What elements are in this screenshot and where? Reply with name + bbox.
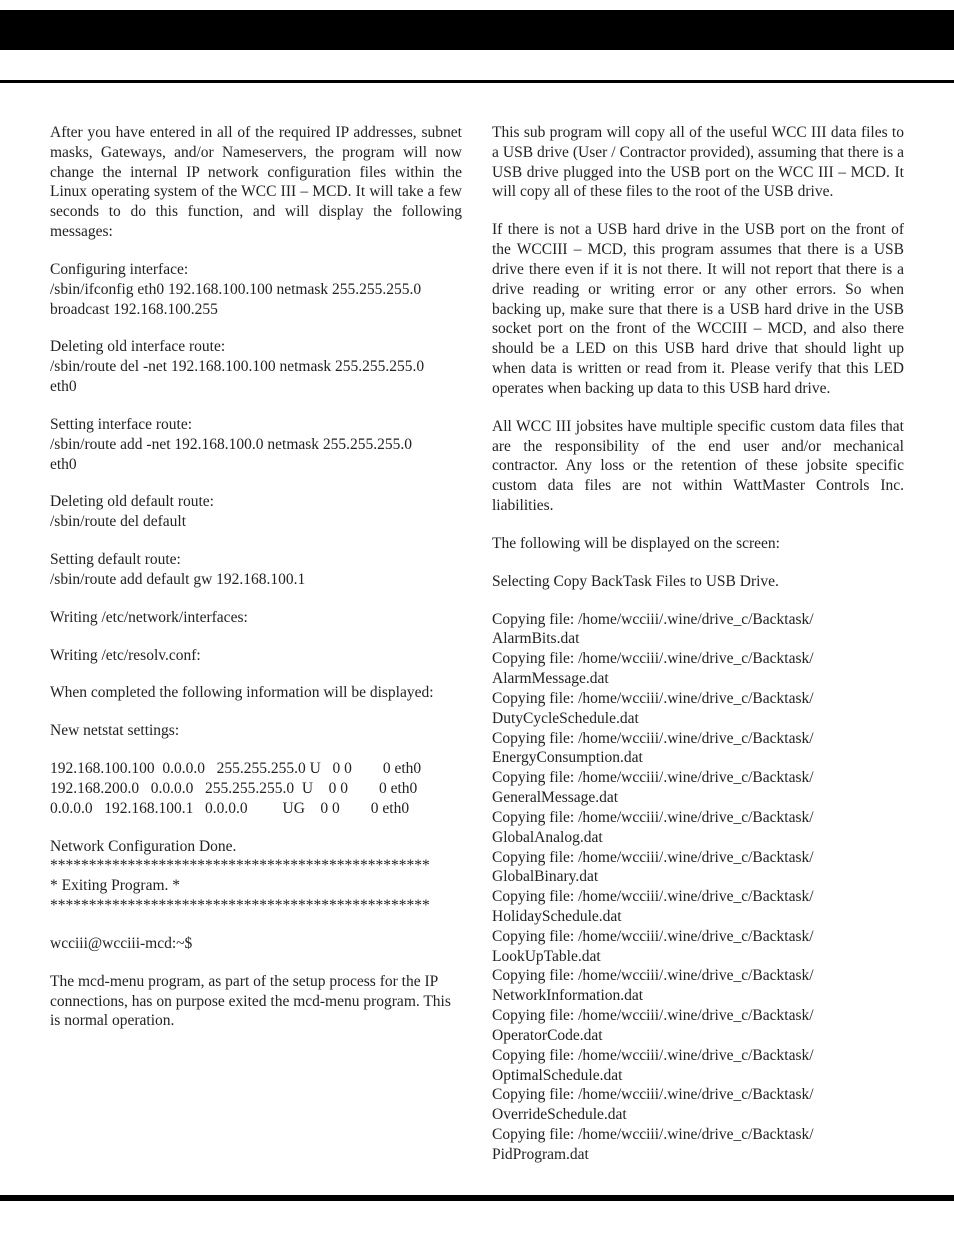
header-inset bbox=[0, 10, 420, 50]
copy-line-file: AlarmMessage.dat bbox=[492, 669, 904, 689]
copy-line-path: Copying file: /home/wcciii/.wine/drive_c… bbox=[492, 966, 904, 986]
set-route-label: Setting interface route: bbox=[50, 415, 462, 435]
copy-line-file: NetworkInformation.dat bbox=[492, 986, 904, 1006]
left-column: After you have entered in all of the req… bbox=[50, 123, 462, 1165]
copy-line-file: OperatorCode.dat bbox=[492, 1026, 904, 1046]
liability-note: All WCC III jobsites have multiple speci… bbox=[492, 417, 904, 516]
content-columns: After you have entered in all of the req… bbox=[0, 103, 954, 1165]
usb-warning: If there is not a USB hard drive in the … bbox=[492, 220, 904, 398]
intro-paragraph: After you have entered in all of the req… bbox=[50, 123, 462, 242]
completed-text: When completed the following information… bbox=[50, 683, 462, 703]
copy-line-path: Copying file: /home/wcciii/.wine/drive_c… bbox=[492, 848, 904, 868]
copy-line-file: GeneralMessage.dat bbox=[492, 788, 904, 808]
copy-line-path: Copying file: /home/wcciii/.wine/drive_c… bbox=[492, 1085, 904, 1105]
right-column: This sub program will copy all of the us… bbox=[492, 123, 904, 1165]
configuring-line-2: broadcast 192.168.100.255 bbox=[50, 300, 462, 320]
copy-line-path: Copying file: /home/wcciii/.wine/drive_c… bbox=[492, 1006, 904, 1026]
copy-line-file: EnergyConsumption.dat bbox=[492, 748, 904, 768]
shell-prompt: wcciii@wcciii-mcd:~$ bbox=[50, 934, 462, 954]
configuring-label: Configuring interface: bbox=[50, 260, 462, 280]
delete-route-label: Deleting old interface route: bbox=[50, 337, 462, 357]
set-default-block: Setting default route: /sbin/route add d… bbox=[50, 550, 462, 590]
star-line-top: ****************************************… bbox=[50, 856, 462, 876]
usb-intro: This sub program will copy all of the us… bbox=[492, 123, 904, 202]
outro-paragraph: The mcd-menu program, as part of the set… bbox=[50, 972, 462, 1031]
header-bar bbox=[0, 10, 954, 50]
delete-route-line-2: eth0 bbox=[50, 377, 462, 397]
set-route-block: Setting interface route: /sbin/route add… bbox=[50, 415, 462, 474]
copy-line-path: Copying file: /home/wcciii/.wine/drive_c… bbox=[492, 610, 904, 630]
copy-line-path: Copying file: /home/wcciii/.wine/drive_c… bbox=[492, 927, 904, 947]
netstat-table: 192.168.100.100 0.0.0.0 255.255.255.0 U … bbox=[50, 759, 462, 818]
copy-line-file: GlobalBinary.dat bbox=[492, 867, 904, 887]
configuring-block: Configuring interface: /sbin/ifconfig et… bbox=[50, 260, 462, 319]
set-default-label: Setting default route: bbox=[50, 550, 462, 570]
copy-line-file: LookUpTable.dat bbox=[492, 947, 904, 967]
star-line-bottom: ****************************************… bbox=[50, 896, 462, 916]
copy-line-file: OptimalSchedule.dat bbox=[492, 1066, 904, 1086]
netstat-label: New netstat settings: bbox=[50, 721, 462, 741]
copy-line-file: OverrideSchedule.dat bbox=[492, 1105, 904, 1125]
config-done: Network Configuration Done. bbox=[50, 837, 462, 857]
copy-line-file: HolidaySchedule.dat bbox=[492, 907, 904, 927]
set-route-line-2: eth0 bbox=[50, 455, 462, 475]
delete-route-block: Deleting old interface route: /sbin/rout… bbox=[50, 337, 462, 396]
set-route-line-1: /sbin/route add -net 192.168.100.0 netma… bbox=[50, 435, 462, 455]
copy-line-path: Copying file: /home/wcciii/.wine/drive_c… bbox=[492, 808, 904, 828]
footer-rule bbox=[0, 1195, 954, 1201]
writing-interfaces: Writing /etc/network/interfaces: bbox=[50, 608, 462, 628]
copy-line-path: Copying file: /home/wcciii/.wine/drive_c… bbox=[492, 729, 904, 749]
display-intro: The following will be displayed on the s… bbox=[492, 534, 904, 554]
copy-line-path: Copying file: /home/wcciii/.wine/drive_c… bbox=[492, 1125, 904, 1145]
exit-block: Network Configuration Done. ************… bbox=[50, 837, 462, 916]
configuring-line-1: /sbin/ifconfig eth0 192.168.100.100 netm… bbox=[50, 280, 462, 300]
delete-default-line-1: /sbin/route del default bbox=[50, 512, 462, 532]
exiting-program: * Exiting Program. * bbox=[50, 876, 462, 896]
delete-default-block: Deleting old default route: /sbin/route … bbox=[50, 492, 462, 532]
copy-line-file: DutyCycleSchedule.dat bbox=[492, 709, 904, 729]
copy-line-path: Copying file: /home/wcciii/.wine/drive_c… bbox=[492, 689, 904, 709]
copy-line-file: AlarmBits.dat bbox=[492, 629, 904, 649]
delete-route-line-1: /sbin/route del -net 192.168.100.100 net… bbox=[50, 357, 462, 377]
page: After you have entered in all of the req… bbox=[0, 10, 954, 1201]
set-default-line-1: /sbin/route add default gw 192.168.100.1 bbox=[50, 570, 462, 590]
copy-line-path: Copying file: /home/wcciii/.wine/drive_c… bbox=[492, 768, 904, 788]
header-rule bbox=[0, 80, 954, 83]
copy-line-path: Copying file: /home/wcciii/.wine/drive_c… bbox=[492, 887, 904, 907]
copy-line-path: Copying file: /home/wcciii/.wine/drive_c… bbox=[492, 1046, 904, 1066]
copy-line-file: PidProgram.dat bbox=[492, 1145, 904, 1165]
selecting-copy: Selecting Copy BackTask Files to USB Dri… bbox=[492, 572, 904, 592]
delete-default-label: Deleting old default route: bbox=[50, 492, 462, 512]
copy-line-file: GlobalAnalog.dat bbox=[492, 828, 904, 848]
copy-line-path: Copying file: /home/wcciii/.wine/drive_c… bbox=[492, 649, 904, 669]
file-copy-list: Copying file: /home/wcciii/.wine/drive_c… bbox=[492, 610, 904, 1165]
writing-resolv: Writing /etc/resolv.conf: bbox=[50, 646, 462, 666]
